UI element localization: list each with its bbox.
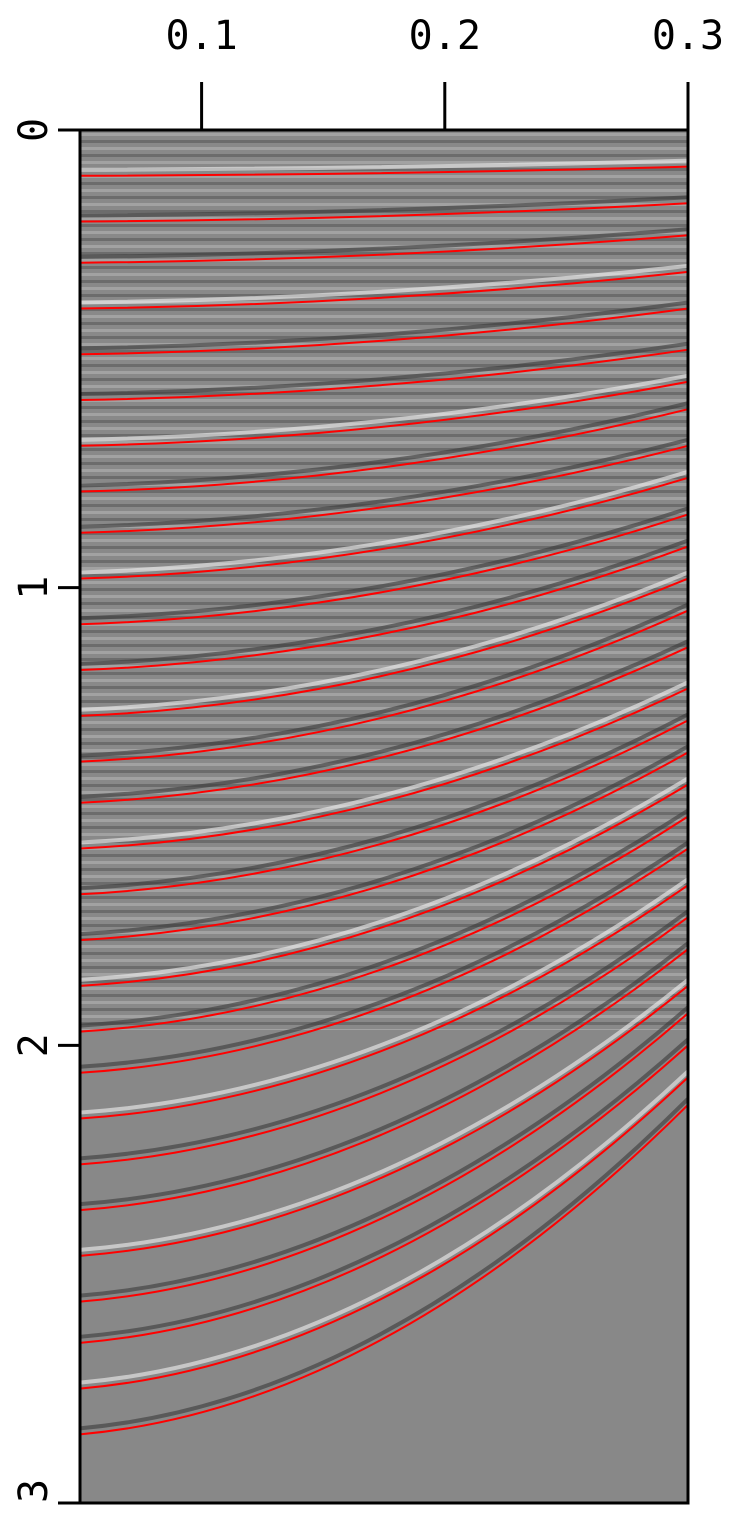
x-tick-label: 0.1	[165, 13, 237, 59]
event-shadow	[79, 712, 689, 891]
event-shadow	[79, 744, 689, 937]
x-tick-label: 0.2	[409, 13, 481, 59]
event-shadow	[79, 978, 690, 1252]
moveout-curve	[79, 577, 689, 717]
event-shadow	[79, 300, 689, 351]
moveout-curve	[79, 646, 689, 804]
event-shadow	[79, 1005, 690, 1298]
moveout-curve	[79, 380, 689, 447]
event-shadow	[79, 437, 689, 529]
event-shadow	[79, 1069, 690, 1385]
moveout-curve	[79, 408, 689, 493]
moveout-curve	[79, 916, 689, 1166]
event-shadow	[79, 680, 689, 845]
moveout-curve	[79, 687, 689, 850]
event-shadow	[79, 570, 689, 712]
moveout-curve	[79, 985, 689, 1257]
event-shadow	[79, 195, 689, 218]
plot-frame	[78, 128, 690, 1505]
moveout-curve	[79, 783, 689, 987]
event-shadow	[79, 506, 689, 621]
event-shadow	[79, 602, 689, 758]
moveout-curve	[79, 1104, 689, 1436]
moveout-curve	[79, 719, 689, 896]
event-shadow	[79, 877, 690, 1115]
event-shadow	[79, 263, 689, 305]
moveout-curve	[79, 751, 689, 942]
moveout-curve	[79, 476, 689, 580]
y-tick-label: 0	[11, 118, 57, 142]
event-shadow	[79, 776, 690, 982]
moveout-curve	[79, 847, 689, 1074]
moveout-curve	[79, 609, 689, 763]
event-shadow	[79, 373, 689, 442]
y-tick-label: 1	[11, 576, 57, 600]
moveout-curve	[79, 348, 689, 402]
event-shadow	[79, 808, 690, 1028]
event-shadow	[79, 941, 690, 1207]
moveout-curve	[79, 815, 689, 1033]
moveout-curve	[79, 513, 689, 626]
event-shadow	[79, 158, 689, 172]
moveout-curve	[79, 165, 689, 177]
event-shadow	[79, 401, 689, 488]
y-tick-label: 3	[11, 1479, 57, 1503]
event-shadow	[79, 1097, 690, 1431]
event-shadow	[79, 909, 690, 1161]
seismic-texture	[80, 130, 688, 1030]
moveout-curve	[79, 884, 689, 1120]
moveout-curve	[79, 234, 689, 264]
moveout-curve	[79, 1076, 689, 1390]
event-shadow	[79, 469, 689, 575]
moveout-curve	[79, 307, 689, 356]
event-shadow	[79, 1037, 690, 1339]
y-tick-label: 2	[11, 1033, 57, 1057]
event-shadow	[79, 227, 689, 259]
moveout-curve	[79, 948, 689, 1212]
moveout-curve	[79, 270, 689, 310]
moveout-curve	[79, 1012, 689, 1303]
event-shadow	[79, 639, 689, 799]
x-tick-label: 0.3	[652, 13, 724, 59]
event-shadow	[79, 341, 689, 397]
event-shadow	[79, 840, 690, 1069]
event-shadow	[79, 538, 689, 667]
moveout-curve	[79, 444, 689, 534]
moveout-curve	[79, 202, 689, 223]
moveout-curve	[79, 1044, 689, 1344]
moveout-curve	[79, 545, 689, 672]
